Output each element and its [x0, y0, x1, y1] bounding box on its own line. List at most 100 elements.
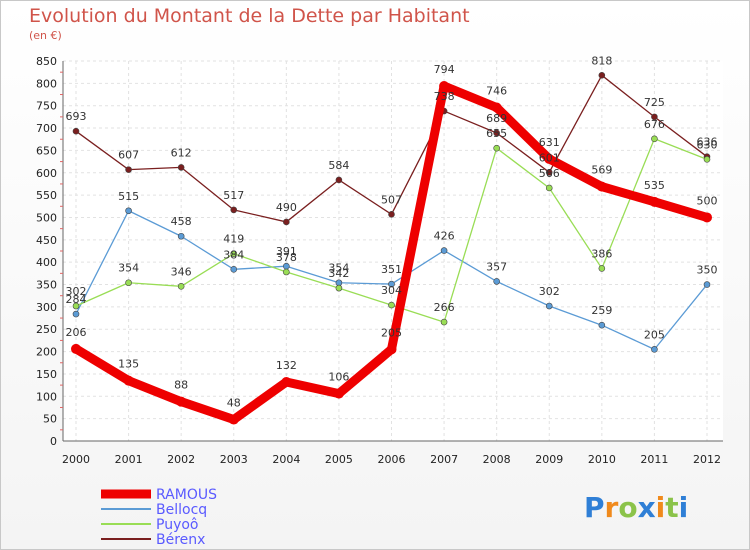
data-label-puyo-: 386	[591, 247, 612, 260]
data-point-b-renx	[388, 211, 395, 218]
y-tick-label: 300	[36, 301, 57, 314]
data-point-bellocq	[388, 280, 395, 288]
x-tick-label: 2011	[640, 453, 668, 466]
data-point-ramous	[649, 196, 660, 207]
chart-subtitle: (en €)	[29, 29, 62, 42]
data-label-b-renx: 517	[223, 189, 244, 202]
data-point-ramous	[333, 388, 344, 399]
data-point-ramous	[176, 396, 187, 407]
data-label-puyo-: 304	[381, 284, 402, 297]
data-label-ramous: 535	[644, 179, 665, 192]
data-label-puyo-: 676	[644, 118, 665, 131]
x-tick-label: 2004	[272, 453, 300, 466]
data-point-puyo-	[598, 265, 606, 272]
data-point-ramous	[491, 102, 502, 113]
data-label-ramous: 205	[381, 326, 402, 339]
y-tick-label: 550	[36, 189, 57, 202]
y-tick-label: 0	[50, 435, 57, 448]
logo-letter: P	[584, 491, 605, 524]
data-point-ramous	[439, 81, 450, 92]
logo-letter: o	[618, 491, 638, 524]
data-label-puyo-: 655	[486, 127, 507, 140]
logo-letter: x	[637, 491, 656, 524]
data-point-puyo-	[493, 144, 500, 152]
data-label-ramous: 206	[66, 326, 87, 339]
data-label-puyo-: 342	[328, 267, 349, 280]
data-point-b-renx	[283, 218, 290, 226]
y-tick-label: 600	[36, 167, 57, 180]
legend-label-ramous: RAMOUS	[156, 487, 217, 503]
data-label-ramous: 500	[697, 194, 718, 207]
data-label-puyo-: 354	[118, 262, 139, 275]
data-point-bellocq	[125, 207, 132, 215]
data-label-puyo-: 419	[223, 233, 244, 246]
plot-area	[63, 61, 723, 441]
y-tick-label: 700	[36, 122, 57, 135]
data-point-puyo-	[283, 268, 290, 276]
data-point-b-renx	[545, 169, 553, 176]
data-point-b-renx	[125, 166, 132, 173]
y-tick-label: 50	[43, 413, 57, 426]
data-point-b-renx	[335, 176, 343, 184]
data-point-ramous	[228, 414, 239, 425]
legend-label-bellocq: Bellocq	[156, 502, 207, 518]
y-tick-label: 200	[36, 346, 57, 359]
data-point-ramous	[123, 375, 134, 386]
data-label-ramous: 135	[118, 358, 139, 371]
data-label-bellocq: 302	[539, 285, 560, 298]
data-label-puyo-: 630	[697, 138, 718, 151]
data-label-ramous: 132	[276, 359, 297, 372]
data-point-bellocq	[177, 232, 185, 240]
data-label-b-renx: 818	[591, 54, 612, 67]
data-point-ramous	[281, 376, 292, 387]
y-tick-label: 650	[36, 144, 57, 157]
data-point-b-renx	[493, 129, 500, 137]
data-label-b-renx: 725	[644, 96, 665, 109]
data-label-b-renx: 490	[276, 201, 297, 214]
data-point-bellocq	[545, 302, 553, 310]
data-label-bellocq: 357	[486, 260, 507, 273]
y-tick-label: 750	[36, 100, 57, 113]
data-label-bellocq: 354	[328, 262, 349, 275]
data-label-puyo-: 566	[539, 167, 560, 180]
data-label-ramous: 631	[539, 136, 560, 149]
data-point-bellocq	[72, 310, 80, 318]
data-label-bellocq: 458	[171, 215, 192, 228]
data-point-bellocq	[283, 262, 290, 270]
data-point-b-renx	[72, 127, 80, 135]
y-tick-label: 350	[36, 279, 57, 292]
data-label-bellocq: 426	[434, 230, 455, 243]
data-point-puyo-	[177, 283, 185, 290]
data-label-bellocq: 515	[118, 190, 139, 203]
data-point-puyo-	[72, 302, 80, 310]
data-point-ramous	[71, 343, 81, 354]
data-label-b-renx: 584	[328, 159, 349, 172]
data-label-b-renx: 507	[381, 193, 402, 206]
data-label-ramous: 569	[591, 164, 612, 177]
data-label-bellocq: 351	[381, 263, 402, 276]
data-point-puyo-	[335, 284, 343, 292]
y-tick-label: 400	[36, 256, 57, 269]
x-tick-label: 2002	[167, 453, 195, 466]
data-point-puyo-	[651, 135, 658, 143]
data-label-puyo-: 346	[171, 265, 192, 278]
data-point-bellocq	[703, 281, 711, 288]
data-point-bellocq	[493, 278, 500, 285]
data-point-ramous	[596, 181, 607, 192]
logo-letter: r	[604, 491, 619, 524]
data-label-ramous: 746	[486, 84, 507, 97]
x-tick-label: 2000	[62, 453, 90, 466]
data-label-ramous: 48	[227, 397, 241, 410]
data-label-ramous: 794	[434, 63, 455, 76]
data-label-bellocq: 205	[644, 328, 665, 341]
data-point-bellocq	[230, 266, 238, 273]
x-tick-label: 2005	[325, 453, 353, 466]
data-point-puyo-	[440, 318, 448, 326]
data-point-puyo-	[703, 156, 711, 163]
data-label-bellocq: 259	[591, 304, 612, 317]
data-point-puyo-	[230, 250, 238, 257]
data-label-puyo-: 378	[276, 251, 297, 264]
data-label-bellocq: 284	[66, 293, 87, 306]
